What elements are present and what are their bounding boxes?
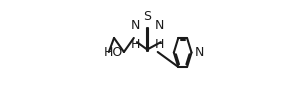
Text: H: H [155, 38, 164, 51]
Text: N: N [155, 19, 164, 32]
Text: HO: HO [104, 46, 123, 58]
Text: S: S [143, 10, 151, 23]
Text: N: N [195, 46, 204, 59]
Text: N: N [131, 19, 140, 32]
Text: H: H [131, 38, 140, 51]
